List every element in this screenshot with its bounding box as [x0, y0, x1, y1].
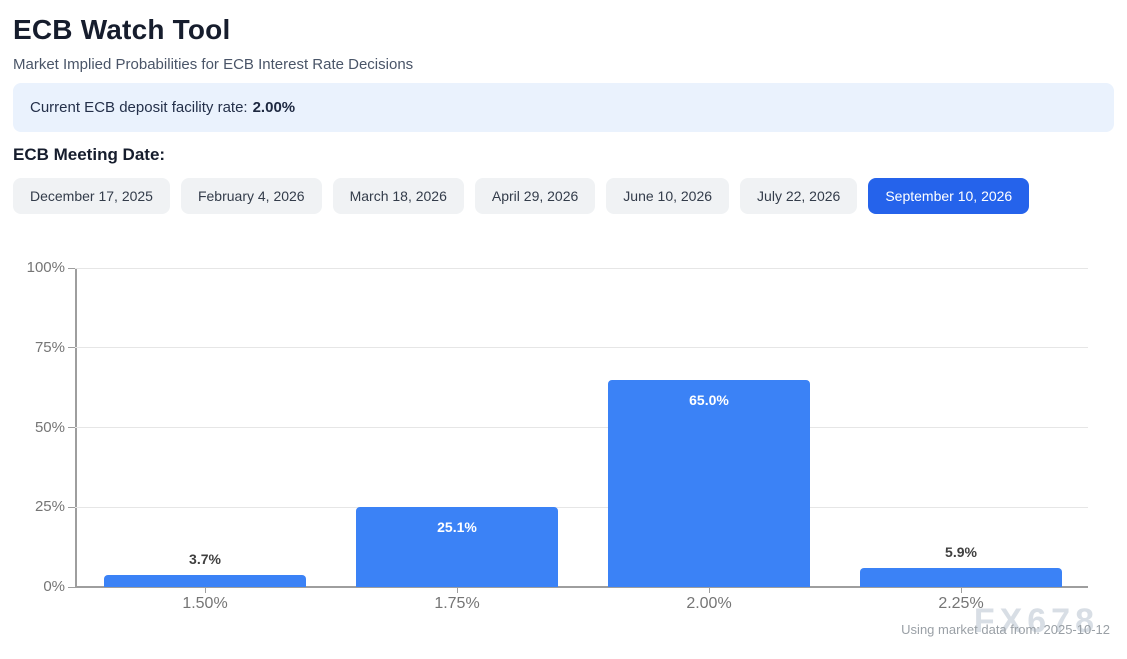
meeting-date-button-mar-18-2026[interactable]: March 18, 2026 — [332, 178, 464, 214]
gridline — [75, 427, 1088, 428]
x-axis-tick-label: 1.50% — [182, 595, 228, 612]
y-axis-tick — [68, 506, 75, 508]
gridline — [75, 267, 1088, 269]
x-axis-line — [75, 586, 1088, 588]
y-axis-tick-label: 0% — [43, 578, 65, 595]
bar-value-label: 25.1% — [437, 518, 477, 535]
y-axis-tick — [68, 586, 75, 588]
y-axis-tick-label: 75% — [34, 338, 65, 356]
chart-bar-1.50%[interactable] — [104, 575, 306, 587]
page-subtitle: Market Implied Probabilities for ECB Int… — [13, 56, 414, 73]
current-rate-banner: Current ECB deposit facility rate: 2.00% — [13, 83, 1114, 132]
x-axis-tick-label: 2.25% — [938, 595, 984, 612]
meeting-date-button-apr-29-2026[interactable]: April 29, 2026 — [474, 178, 596, 214]
meeting-date-button-dec-17-2025[interactable]: December 17, 2025 — [13, 178, 170, 214]
x-axis-tick-label: 1.75% — [434, 595, 480, 612]
x-axis-tick-label: 2.00% — [686, 595, 732, 612]
meeting-date-button-jul-22-2026[interactable]: July 22, 2026 — [740, 178, 858, 214]
y-axis-tick-label: 100% — [26, 259, 65, 276]
chart-bar-1.75%[interactable] — [356, 506, 558, 587]
current-rate-label: Current ECB deposit facility rate: — [30, 99, 248, 116]
meeting-date-button-feb-4-2026[interactable]: February 4, 2026 — [180, 178, 322, 214]
page-title: ECB Watch Tool — [13, 14, 231, 45]
meeting-date-button-sep-10-2026[interactable]: September 10, 2026 — [868, 178, 1030, 214]
data-source-note: Using market data from: 2025-10-12 — [901, 622, 1110, 637]
meeting-date-section-label: ECB Meeting Date: — [13, 145, 166, 164]
y-axis-tick — [68, 427, 75, 428]
chart-bar-2.25%[interactable] — [860, 568, 1062, 587]
x-axis-tick — [709, 587, 710, 593]
bar-value-label: 65.0% — [689, 391, 729, 408]
gridline — [75, 506, 1088, 508]
bar-value-label: 3.7% — [189, 551, 221, 568]
meeting-date-button-jun-10-2026[interactable]: June 10, 2026 — [606, 178, 730, 214]
x-axis-tick — [961, 587, 962, 593]
chart-bar-2.00%[interactable] — [608, 379, 810, 587]
y-axis-tick-label: 50% — [34, 418, 65, 436]
probability-bar-chart: 0% 25% 50% 75% 100% 3.7% 1.50% 25.1% 1.75% 65.0% 2… — [13, 254, 1114, 619]
meeting-date-button-row: December 17, 2025 February 4, 2026 March… — [13, 178, 1114, 214]
bar-value-label: 5.9% — [945, 544, 977, 561]
y-axis-tick — [68, 347, 75, 349]
chart-plot: 0% 25% 50% 75% 100% 3.7% 1.50% 25.1% 1.75% 65.0% 2… — [27, 259, 1088, 612]
current-rate-value: 2.00% — [252, 99, 296, 116]
x-axis-tick — [457, 587, 458, 593]
y-axis-tick-label: 25% — [34, 498, 65, 516]
gridline — [75, 347, 1088, 349]
y-axis-tick — [68, 267, 75, 269]
x-axis-tick — [205, 587, 206, 593]
